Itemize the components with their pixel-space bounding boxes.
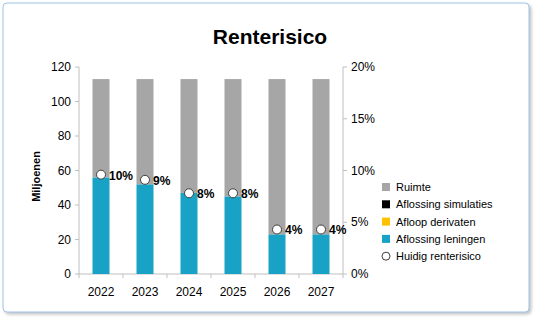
legend-swatch bbox=[382, 200, 390, 208]
bar bbox=[225, 79, 242, 196]
y2-tick-label: 20% bbox=[351, 60, 375, 74]
bar bbox=[269, 234, 286, 274]
y2-tick bbox=[343, 67, 347, 68]
y-tick bbox=[75, 205, 79, 206]
x-tick bbox=[255, 274, 256, 278]
legend-label: Huidig renterisico bbox=[396, 250, 481, 262]
y-tick-label: 0 bbox=[64, 267, 71, 281]
y2-tick bbox=[343, 274, 347, 275]
y-tick bbox=[75, 136, 79, 137]
bar bbox=[225, 196, 242, 274]
x-tick bbox=[123, 274, 124, 278]
y-tick-label: 120 bbox=[51, 60, 71, 74]
x-tick-label: 2022 bbox=[88, 285, 115, 299]
title: Renterisico bbox=[213, 25, 327, 48]
x-tick-label: 2027 bbox=[308, 285, 335, 299]
legend-swatch bbox=[382, 235, 390, 243]
bar bbox=[137, 184, 154, 274]
y-tick-label: 20 bbox=[58, 233, 72, 247]
y2-tick-label: 10% bbox=[351, 164, 375, 178]
data-label: 9% bbox=[153, 174, 171, 188]
x-tick-label: 2023 bbox=[132, 285, 159, 299]
legend-label: Aflossing simulaties bbox=[396, 198, 493, 210]
x-tick bbox=[211, 274, 212, 278]
x-tick bbox=[167, 274, 168, 278]
bar bbox=[93, 177, 110, 274]
marker bbox=[229, 189, 238, 198]
y2-axis-line bbox=[343, 67, 344, 274]
y-tick bbox=[75, 170, 79, 171]
marker bbox=[97, 170, 106, 179]
x-tick-label: 2025 bbox=[220, 285, 247, 299]
y-axis-line bbox=[79, 67, 80, 274]
marker bbox=[185, 189, 194, 198]
bar bbox=[181, 193, 198, 274]
bar bbox=[269, 79, 286, 234]
chart-frame bbox=[3, 3, 529, 312]
y-tick bbox=[75, 274, 79, 275]
data-label: 8% bbox=[197, 187, 215, 201]
marker bbox=[141, 175, 150, 184]
x-tick bbox=[79, 274, 80, 278]
marker bbox=[273, 225, 282, 234]
data-label: 4% bbox=[329, 223, 347, 237]
y-tick-label: 40 bbox=[58, 198, 72, 212]
bar bbox=[93, 79, 110, 177]
data-label: 4% bbox=[285, 223, 303, 237]
legend-label: Afloop derivaten bbox=[396, 216, 476, 228]
y-tick-label: 100 bbox=[51, 95, 71, 109]
y2-tick-label: 15% bbox=[351, 112, 375, 126]
data-labels: 10% 9% 8% 8% 4% 4% bbox=[109, 169, 347, 238]
y2-tick-label: 5% bbox=[351, 215, 369, 229]
legend-swatch bbox=[382, 183, 390, 191]
plot-marks bbox=[93, 79, 330, 274]
y-tick-label: 60 bbox=[58, 164, 72, 178]
legend-swatch bbox=[382, 218, 390, 226]
legend-label: Ruimte bbox=[396, 181, 431, 193]
legend: Ruimte Aflossing simulaties Afloop derivat… bbox=[382, 181, 493, 262]
y2-tick bbox=[343, 118, 347, 119]
x-tick-label: 2026 bbox=[264, 285, 291, 299]
legend-label: Aflossing leningen bbox=[396, 233, 485, 245]
y-tick bbox=[75, 101, 79, 102]
data-label: 10% bbox=[109, 169, 133, 183]
data-label: 8% bbox=[241, 187, 259, 201]
bar bbox=[137, 79, 154, 184]
y2-tick bbox=[343, 170, 347, 171]
x-tick bbox=[299, 274, 300, 278]
bar bbox=[313, 234, 330, 274]
y-tick bbox=[75, 67, 79, 68]
x-tick-label: 2024 bbox=[176, 285, 203, 299]
y2-tick-label: 0% bbox=[351, 267, 369, 281]
bar bbox=[313, 79, 330, 234]
marker bbox=[317, 225, 326, 234]
x-tick bbox=[343, 274, 344, 278]
bar bbox=[181, 79, 198, 193]
chart: Renterisico Miljoenen 0 20 40 60 80 100 120 0% 5% 1… bbox=[0, 0, 536, 319]
legend-swatch bbox=[382, 252, 390, 260]
y-tick-label: 80 bbox=[58, 129, 72, 143]
y-tick bbox=[75, 239, 79, 240]
y-axis-label: Miljoenen bbox=[30, 151, 42, 202]
